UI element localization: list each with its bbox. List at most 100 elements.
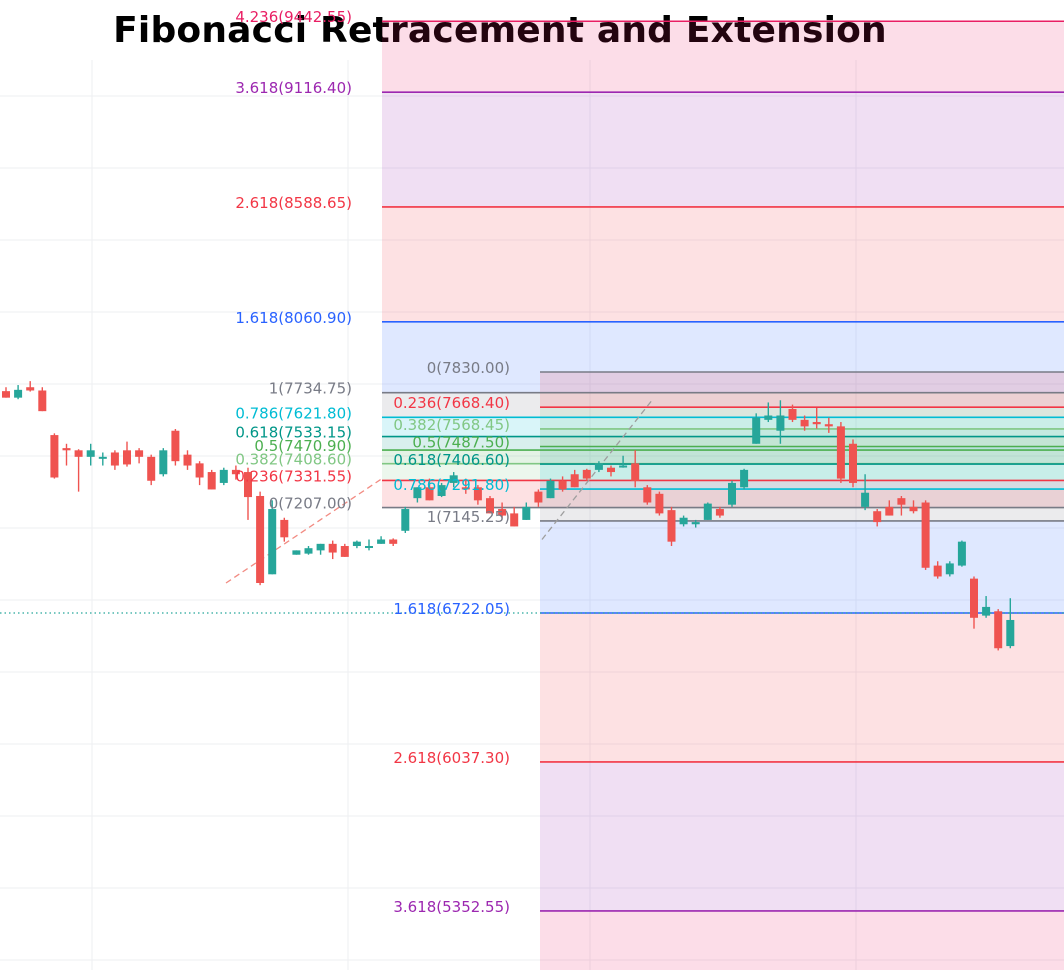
chart-title: Fibonacci Retracement and Extension [113, 10, 887, 51]
lower-fib-band-9 [540, 910, 1064, 970]
candle-body-75 [909, 506, 918, 512]
candle-body-48 [582, 469, 591, 479]
candle-body-82 [994, 611, 1003, 649]
candle-body-51 [619, 465, 628, 468]
upper-fib-band-0 [382, 21, 1064, 93]
candle-body-5 [62, 448, 71, 451]
candle-body-25 [304, 548, 313, 554]
candle-body-10 [123, 450, 131, 465]
upper-fib-level-label-0: 0(7207.00) [269, 495, 352, 513]
upper-fib-lines[interactable] [382, 20, 1064, 509]
fib-trendlines [225, 399, 653, 584]
candle-body-17 [207, 472, 216, 490]
candle-body-2 [26, 387, 35, 391]
candle-body-50 [607, 467, 615, 473]
upper-fib-band-2 [382, 206, 1064, 322]
candle-body-24 [292, 550, 301, 555]
candle-body-58 [703, 503, 712, 520]
candle-body-42 [510, 513, 519, 527]
candle-body-81 [982, 606, 991, 616]
candle-body-76 [921, 502, 930, 568]
upper-fib-level-label-0.382: 0.382(7408.60) [235, 451, 352, 469]
lower-fib-band-5 [540, 489, 1064, 521]
candle-body-44 [534, 491, 543, 503]
candlesticks [2, 381, 1015, 651]
lower-fib-level-label-0.786: 0.786(7291.80) [393, 476, 510, 494]
upper-fib-band-7 [382, 450, 1064, 464]
upper-fib-level-label-0.786: 0.786(7621.80) [235, 404, 352, 422]
candle-body-31 [377, 539, 386, 544]
candle-body-29 [352, 541, 361, 547]
upper-fib-band-4 [382, 392, 1064, 418]
candle-body-65 [788, 408, 797, 420]
candle-body-40 [486, 498, 494, 514]
upper-fib-level-label-1.618: 1.618(8060.90) [235, 309, 352, 327]
candle-body-49 [594, 463, 603, 470]
upper-fib-band-5 [382, 417, 1064, 437]
upper-fib-trendline [225, 478, 383, 584]
candle-body-46 [558, 480, 567, 490]
upper-fib-level-label-2.618: 2.618(8588.65) [235, 194, 352, 212]
candle-body-23 [280, 519, 289, 538]
candle-body-47 [570, 474, 579, 488]
candle-body-9 [110, 452, 119, 466]
candle-body-36 [437, 485, 446, 496]
candle-body-12 [147, 456, 156, 481]
upper-fib-level-label-0.5: 0.5(7470.90) [254, 437, 352, 455]
candle-body-20 [244, 472, 252, 498]
candle-body-3 [38, 390, 47, 412]
lower-fib-labels: 0(7830.00)0.236(7668.40)0.382(7568.45)0.… [393, 359, 510, 916]
candle-body-13 [159, 450, 168, 475]
candle-body-11 [135, 450, 144, 457]
candle-body-28 [340, 546, 349, 557]
candle-body-79 [957, 541, 966, 566]
candle-body-26 [316, 543, 325, 551]
candle-body-0 [2, 391, 10, 398]
lower-fib-band-0 [540, 372, 1064, 408]
candle-body-52 [631, 463, 640, 481]
candle-body-71 [861, 492, 870, 507]
candle-body-66 [800, 419, 809, 427]
upper-fib-level-label-1: 1(7734.75) [269, 380, 352, 398]
candle-body-35 [425, 487, 434, 501]
candle-body-18 [219, 469, 228, 483]
candle-body-69 [836, 426, 845, 479]
candle-body-70 [849, 443, 857, 483]
candle-body-74 [897, 498, 906, 505]
candle-body-39 [473, 487, 482, 501]
candle-body-37 [449, 475, 458, 483]
candle-body-67 [812, 422, 821, 425]
upper-fib-level-label-4.236: 4.236(9442.55) [235, 8, 352, 26]
lower-fib-band-4 [540, 464, 1064, 490]
lower-fib-level-label-0.5: 0.5(7487.50) [412, 434, 510, 452]
lower-fib-level-label-0.382: 0.382(7568.45) [393, 416, 510, 434]
candle-body-22 [268, 509, 277, 575]
candle-body-41 [498, 509, 507, 516]
lower-fib-level-label-0.236: 0.236(7668.40) [393, 394, 510, 412]
candle-body-62 [752, 417, 761, 444]
lower-fib-band-8 [540, 761, 1064, 911]
candle-body-8 [98, 456, 107, 459]
candle-body-53 [643, 487, 652, 503]
candle-body-27 [328, 543, 337, 553]
lower-fib-level-label-0: 0(7830.00) [427, 359, 510, 377]
lower-fib-band-3 [540, 446, 1064, 465]
candle-body-14 [171, 430, 180, 462]
candle-body-80 [970, 578, 978, 618]
candle-body-6 [74, 450, 83, 457]
upper-fib-level-label-0.618: 0.618(7533.15) [235, 424, 352, 442]
candle-body-68 [824, 424, 833, 427]
grid-lines [0, 60, 1064, 970]
upper-fib-band-8 [382, 463, 1064, 481]
candle-body-55 [667, 510, 676, 542]
candle-body-60 [728, 482, 736, 505]
candle-body-59 [715, 509, 724, 516]
candle-body-83 [1006, 619, 1015, 647]
lower-fib-bands [540, 372, 1064, 970]
candle-body-43 [522, 506, 531, 520]
candle-body-61 [740, 469, 749, 488]
candle-body-16 [195, 463, 204, 478]
candle-body-32 [389, 539, 398, 544]
candle-body-38 [461, 487, 470, 490]
